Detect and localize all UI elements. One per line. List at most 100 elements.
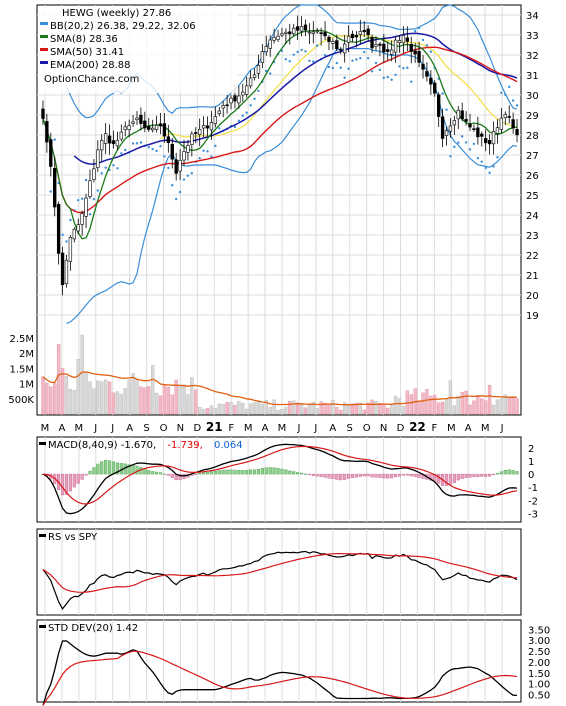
volume-bar	[107, 381, 112, 415]
macd-histogram-bar	[221, 469, 225, 475]
sar-dot	[508, 85, 511, 89]
volume-bar	[248, 403, 253, 415]
sar-dot	[131, 142, 135, 145]
candle-body	[241, 91, 245, 96]
candle-body	[405, 37, 410, 42]
volume-bar	[444, 398, 449, 415]
sar-dot	[155, 149, 158, 153]
candle-body	[437, 94, 441, 117]
macd-histogram-bar	[511, 470, 515, 475]
volume-bar	[158, 395, 163, 415]
stddev-average-line	[42, 650, 518, 706]
candle-body	[464, 119, 468, 122]
sar-dot	[323, 53, 327, 57]
volume-bar	[49, 386, 53, 415]
volume-tick-label: 2M	[19, 349, 34, 360]
macd-histogram-bar	[115, 462, 119, 475]
volume-bar	[162, 384, 167, 415]
volume-bar	[507, 397, 511, 415]
stddev-panel-frame	[36, 619, 522, 703]
macd-histogram-bar	[76, 473, 80, 484]
candle-body	[147, 126, 151, 130]
candle-body	[111, 140, 116, 145]
legend-sma8: SMA(8) 28.36	[50, 34, 118, 45]
sar-dot	[421, 38, 425, 42]
sar-dot	[120, 152, 123, 155]
sma50-line	[54, 46, 518, 214]
price-tick-label: 19	[526, 311, 539, 322]
macd-label-signal: -1.739,	[167, 440, 202, 451]
sar-dot	[77, 198, 80, 202]
candle-body	[209, 122, 214, 131]
candle-body	[354, 34, 359, 38]
macd-histogram-bar	[346, 473, 351, 479]
volume-bar	[397, 398, 402, 415]
macd-histogram-bar	[256, 469, 261, 475]
sar-dot	[417, 26, 421, 30]
sar-dot	[312, 60, 315, 63]
volume-bar	[472, 400, 476, 415]
rs-label: RS vs SPY	[48, 532, 98, 543]
volume-bar	[241, 402, 245, 415]
volume-bar	[503, 394, 507, 415]
sar-dot	[163, 155, 166, 158]
volume-bar	[166, 386, 171, 415]
sar-dot	[202, 149, 205, 152]
sma8-line	[42, 29, 518, 240]
macd-histogram-bar	[397, 473, 402, 477]
volume-bar	[425, 389, 429, 415]
candle-body	[484, 138, 488, 144]
volume-bar	[127, 379, 131, 415]
volume-bar	[307, 404, 312, 415]
volume-bar	[252, 402, 257, 415]
candle-body	[335, 40, 339, 50]
sar-dot	[504, 93, 507, 96]
sar-dot	[96, 189, 100, 192]
sar-dot	[398, 65, 401, 68]
sar-dot	[378, 68, 382, 72]
volume-bar	[409, 394, 413, 415]
macd-histogram-bar	[390, 473, 394, 479]
volume-bar	[284, 406, 288, 415]
macd-histogram-bar	[100, 461, 104, 475]
candle-body	[84, 197, 88, 217]
volume-bar	[103, 379, 108, 415]
sar-dot	[449, 155, 452, 158]
sar-dot	[347, 67, 350, 70]
candle-body	[350, 33, 355, 39]
candle-body	[256, 65, 261, 74]
macd-histogram-bar	[491, 473, 496, 475]
month-label: M	[41, 423, 50, 434]
macd-histogram-bar	[437, 473, 441, 484]
candle-body	[154, 124, 159, 130]
macd-histogram-bar	[276, 468, 280, 475]
macd-histogram-bar	[170, 473, 174, 478]
candle-body	[174, 159, 178, 174]
candle-body	[503, 114, 507, 118]
volume-bar	[178, 386, 182, 415]
price-axis: 34 33 32 31 30 29 28 27 26 25 24 23 22 21 20 19	[526, 11, 539, 322]
volume-bar	[389, 403, 394, 415]
volume-bar	[56, 343, 61, 415]
macd-histogram-bar	[241, 470, 245, 475]
volume-bar	[331, 400, 335, 415]
sar-dot	[476, 157, 480, 160]
candle-body	[49, 139, 53, 167]
volume-bar	[53, 383, 57, 415]
month-label: A	[262, 423, 269, 434]
volume-average-line	[42, 371, 518, 406]
sar-dot	[186, 174, 190, 177]
sar-dot	[159, 144, 162, 148]
sar-dot	[488, 171, 491, 175]
sar-dot	[511, 99, 515, 102]
macd-histogram-bar	[68, 473, 72, 492]
volume-tick-label: 1.5M	[9, 364, 34, 375]
candles	[41, 15, 519, 296]
macd-histogram-bar	[198, 472, 202, 475]
macd-histogram-bar	[327, 473, 331, 479]
candle-body	[433, 82, 437, 94]
volume-bar	[76, 359, 80, 415]
sar-dot	[331, 66, 335, 70]
volume-bar	[229, 401, 233, 415]
sar-dot	[363, 50, 366, 54]
